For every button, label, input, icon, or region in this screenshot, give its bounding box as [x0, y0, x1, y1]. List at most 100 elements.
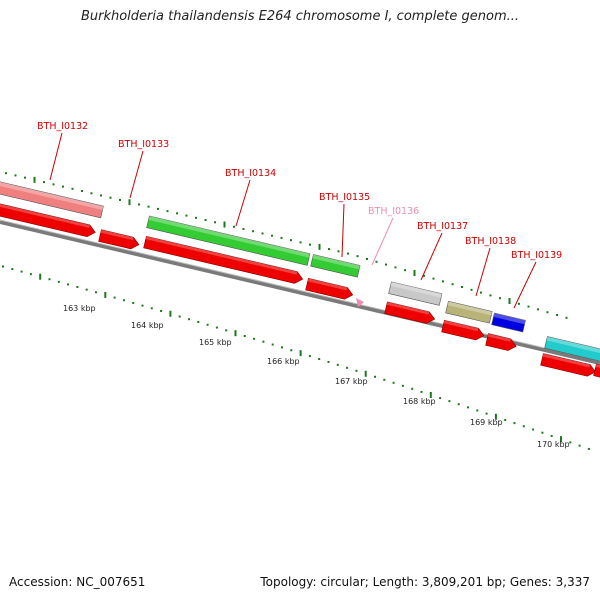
tick-mark	[587, 447, 590, 450]
tick-mark	[141, 304, 144, 307]
tick-mark	[550, 434, 553, 437]
gene-label[interactable]: BTH_I0138	[465, 236, 516, 247]
kbp-label: 169 kbp	[470, 418, 503, 427]
feature-bar[interactable]	[310, 254, 361, 278]
tick-mark	[504, 418, 507, 421]
tick-mark	[104, 291, 107, 298]
tick-mark	[290, 239, 292, 242]
kbp-label: 167 kbp	[335, 377, 368, 386]
tick-mark	[356, 255, 359, 258]
tick-mark	[375, 260, 378, 263]
tick-mark	[33, 176, 36, 183]
tick-mark	[214, 221, 216, 224]
gene-label[interactable]: BTH_I0139	[511, 250, 562, 261]
label-connector-line	[513, 261, 537, 309]
tick-mark	[280, 236, 283, 239]
tick-mark	[188, 318, 190, 321]
tick-mark	[432, 277, 435, 280]
gene-label[interactable]: BTH_I0133	[118, 139, 169, 150]
tick-mark	[52, 183, 55, 186]
cds-arrow[interactable]	[0, 202, 97, 238]
small-feature-arrow[interactable]	[356, 298, 364, 307]
tick-mark	[578, 444, 581, 447]
tick-mark	[204, 219, 207, 222]
cds-arrow[interactable]	[384, 301, 436, 325]
label-connector-line	[129, 150, 144, 199]
tick-mark	[532, 428, 535, 431]
tick-mark	[195, 216, 197, 219]
label-connector-line	[341, 203, 345, 258]
kbp-label: 165 kbp	[199, 338, 232, 347]
tick-mark	[364, 370, 367, 377]
cds-arrow[interactable]	[540, 353, 597, 378]
gene-label[interactable]: BTH_I0132	[37, 121, 88, 132]
tick-mark	[234, 330, 237, 337]
tick-mark	[518, 302, 520, 305]
tick-mark	[43, 181, 45, 184]
tick-mark	[374, 375, 376, 378]
tick-mark	[565, 316, 568, 319]
tick-mark	[81, 190, 83, 193]
tick-mark	[448, 400, 451, 403]
gene-label[interactable]: BTH_I0137	[417, 221, 468, 232]
kbp-label: 164 kbp	[131, 321, 164, 330]
tick-mark	[95, 291, 97, 294]
tick-mark	[71, 187, 74, 190]
cds-arrow[interactable]	[441, 319, 486, 341]
tick-mark	[383, 378, 386, 381]
tick-mark	[225, 329, 228, 332]
tick-mark	[392, 381, 395, 384]
tick-mark	[160, 310, 163, 313]
tick-mark	[461, 285, 463, 288]
tick-mark	[470, 288, 473, 291]
feature-track	[0, 180, 600, 363]
tick-mark	[261, 232, 264, 235]
tick-mark	[128, 199, 131, 206]
tick-mark	[215, 326, 218, 329]
tick-mark	[489, 294, 492, 297]
tick-mark	[29, 273, 32, 276]
cds-arrow[interactable]	[143, 235, 304, 285]
feature-bar[interactable]	[445, 300, 493, 324]
tick-mark	[308, 355, 311, 358]
tick-mark	[48, 278, 51, 281]
tick-mark	[499, 297, 501, 300]
tick-mark	[467, 406, 469, 409]
tick-mark	[178, 315, 181, 318]
feature-bar[interactable]	[491, 312, 526, 333]
tick-mark	[485, 412, 488, 415]
feature-bar[interactable]	[544, 336, 600, 363]
tick-mark	[169, 310, 172, 317]
gene-label[interactable]: BTH_I0135	[319, 192, 370, 203]
tick-mark	[271, 234, 273, 237]
label-connectors	[49, 132, 537, 309]
feature-bar[interactable]	[0, 180, 104, 219]
cds-arrow[interactable]	[593, 363, 600, 379]
kbp-label: 170 kbp	[537, 440, 570, 449]
tick-mark	[113, 296, 116, 299]
tick-mark	[20, 270, 23, 273]
gene-label[interactable]: BTH_I0134	[225, 168, 276, 179]
kbp-label: 163 kbp	[63, 304, 96, 313]
feature-bar[interactable]	[146, 215, 311, 266]
tick-mark	[290, 349, 293, 352]
tick-mark	[150, 307, 153, 310]
tick-mark	[404, 269, 406, 272]
gene-label[interactable]: BTH_I0136	[368, 206, 419, 217]
feature-bar[interactable]	[388, 281, 443, 306]
tick-mark	[309, 243, 311, 246]
tick-mark	[569, 441, 572, 444]
tick-mark	[253, 337, 256, 340]
cds-arrow[interactable]	[98, 229, 141, 251]
kbp-labels: 163 kbp 164 kbp 165 kbp 166 kbp 167 kbp 168 k…	[63, 304, 570, 449]
tick-mark	[494, 413, 497, 420]
cds-arrow[interactable]	[305, 277, 354, 300]
tick-mark	[157, 207, 159, 210]
tick-mark	[328, 248, 330, 251]
label-connector-line	[475, 247, 491, 297]
tick-mark	[24, 176, 26, 179]
tick-mark	[119, 198, 121, 201]
cds-arrow[interactable]	[485, 333, 518, 353]
tick-mark	[429, 391, 432, 398]
